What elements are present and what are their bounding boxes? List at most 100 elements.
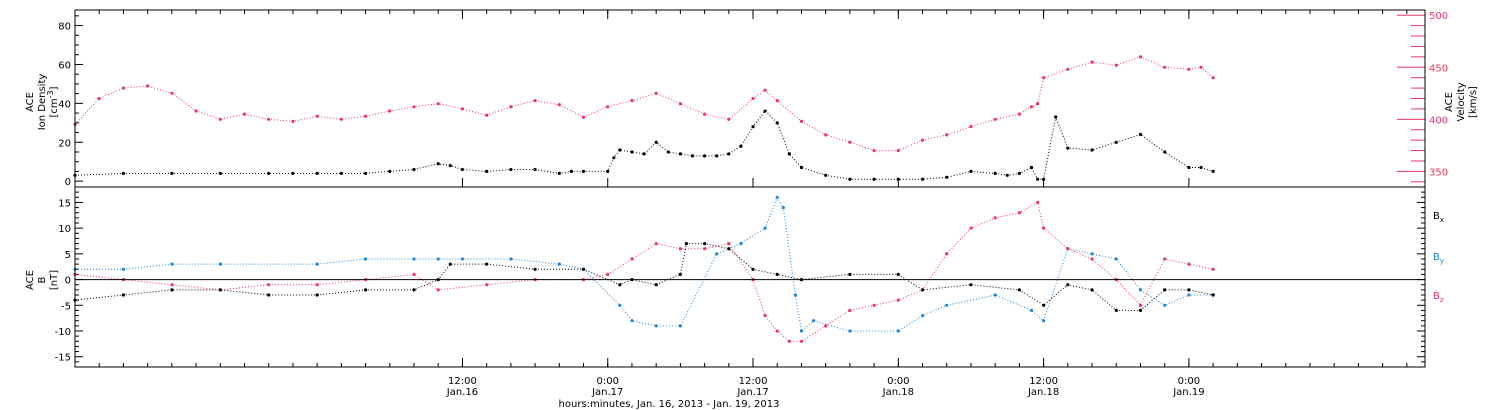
velocity-tick-label: 450: [1429, 63, 1448, 74]
bz-point: [848, 308, 852, 312]
bz-point: [485, 283, 489, 287]
ion-density-unit-sup: -3: [46, 90, 55, 98]
by-point: [812, 319, 816, 323]
density-point: [775, 121, 779, 125]
b-tick-label: -5: [61, 301, 71, 312]
bx-point: [485, 262, 489, 266]
magnetic-field-unit: [nT]: [49, 270, 60, 290]
legend-by-base: B: [1433, 252, 1440, 263]
by-point: [218, 262, 222, 266]
by-point: [1114, 257, 1118, 261]
density-point: [1163, 150, 1167, 154]
legend-by: By: [1433, 252, 1444, 265]
velocity-point: [315, 114, 319, 118]
density-tick-label: 40: [58, 99, 71, 110]
density-point: [267, 171, 271, 175]
density-point: [460, 167, 464, 172]
bottom-panel-ticks: -15-10-505101512:00Jan.160:00Jan.1712:00…: [55, 178, 1425, 398]
velocity-point: [146, 84, 150, 88]
density-point: [969, 169, 973, 173]
density-point: [763, 109, 767, 113]
by-point: [1090, 252, 1094, 256]
velocity-point: [460, 107, 464, 111]
density-point: [727, 152, 731, 156]
density-point: [678, 152, 683, 156]
density-point: [872, 177, 876, 181]
velocity-point: [727, 117, 731, 121]
density-point: [533, 167, 537, 172]
bx-trace: [74, 243, 1214, 311]
bx-point: [218, 288, 222, 292]
density-point: [945, 175, 949, 179]
by-trace: [75, 196, 1214, 332]
density-point: [364, 171, 368, 175]
by-point: [1163, 303, 1167, 307]
velocity-point: [218, 117, 222, 121]
density-tick-label: 60: [58, 60, 71, 71]
bottom-panel-points: [73, 195, 1215, 343]
bx-point: [412, 288, 416, 292]
density-point: [388, 169, 392, 173]
velocity-point: [242, 112, 247, 116]
bx-point: [848, 272, 852, 276]
by-point: [993, 293, 997, 297]
density-point: [509, 167, 513, 172]
bz-point: [1017, 211, 1022, 215]
velocity-point: [945, 133, 949, 137]
bz-point: [606, 272, 610, 276]
density-point: [896, 177, 900, 181]
by-point: [618, 303, 622, 307]
bottom-panel-frame: [74, 186, 1426, 368]
magnetic-field-axis-title-line2: B: [37, 276, 48, 283]
velocity-point: [533, 99, 537, 103]
bz-point: [267, 283, 271, 287]
density-point: [630, 150, 634, 154]
b-tick-label: -10: [55, 327, 71, 338]
legend-bz-sub: z: [1440, 296, 1444, 304]
legend-bz: Bz: [1433, 291, 1444, 304]
by-point: [557, 262, 561, 266]
ion-density-unit: [cm-3]: [46, 86, 60, 117]
density-tick-label: 80: [58, 22, 71, 33]
bx-point: [727, 247, 731, 251]
bz-point: [1036, 200, 1040, 204]
velocity-point: [436, 102, 440, 106]
bx-point: [1090, 288, 1094, 292]
legend-bx: Bx: [1433, 211, 1444, 224]
velocity-unit: [km/s]: [1468, 86, 1479, 118]
density-point: [448, 164, 452, 168]
density-point: [1090, 148, 1094, 152]
top-panel-frame: [74, 9, 1426, 188]
velocity-point: [1017, 112, 1022, 116]
density-point: [436, 162, 440, 166]
bx-point: [678, 272, 683, 276]
velocity-point: [364, 114, 368, 118]
velocity-axis-title: ACE Velocity [km/s]: [1444, 82, 1479, 121]
bx-point: [1187, 288, 1191, 292]
by-point: [678, 324, 683, 328]
bz-point: [412, 272, 416, 276]
legend-bz-base: B: [1433, 291, 1440, 302]
x-tick-time: 0:00: [597, 376, 619, 387]
density-point: [218, 171, 222, 175]
density-point: [315, 171, 319, 175]
x-tick-time: 12:00: [739, 376, 768, 387]
velocity-point: [775, 99, 779, 103]
density-trace: [74, 110, 1214, 180]
velocity-point: [1163, 65, 1167, 69]
density-point: [703, 154, 707, 158]
ion-density-axis-title-line2: Ion Density: [37, 74, 48, 131]
velocity-point: [1114, 63, 1118, 67]
density-tick-label: 0: [65, 177, 71, 188]
density-point: [848, 177, 852, 181]
bx-point: [775, 272, 779, 276]
density-point: [1114, 140, 1118, 144]
ion-density-unit-suffix: ]: [49, 86, 60, 90]
density-point: [1138, 132, 1143, 137]
top-panel-ticks: 0 20 40 60 80 350 400 450 500: [58, 10, 1448, 188]
by-point: [793, 293, 798, 297]
velocity-point: [606, 105, 610, 109]
b-tick-label: -15: [55, 353, 71, 364]
